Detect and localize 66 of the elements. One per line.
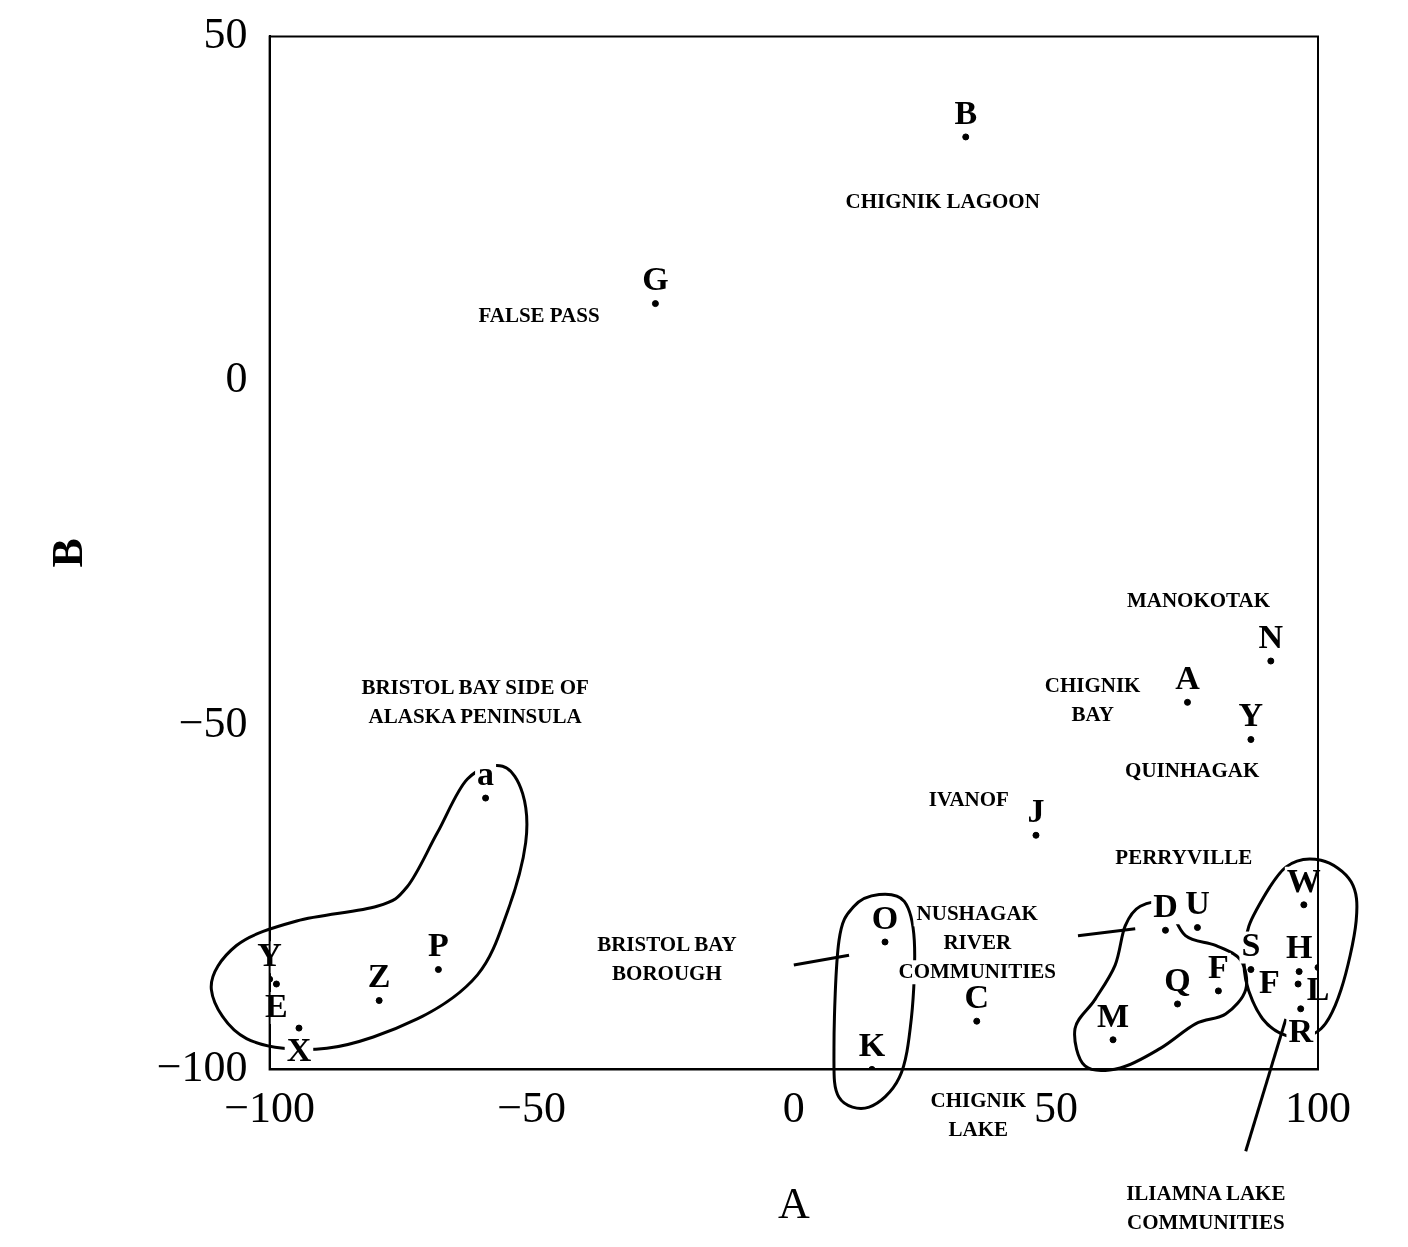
annotation: CHIGNIK BAY <box>1044 672 1142 726</box>
point <box>482 794 490 802</box>
data-label: G <box>642 260 669 298</box>
point <box>272 980 280 988</box>
point <box>1297 1005 1305 1013</box>
annotation: BRISTOL BAY SIDE OF ALASKA PENINSULA <box>361 674 589 728</box>
point <box>1247 736 1255 744</box>
point <box>434 966 442 974</box>
data-label: Z <box>367 957 391 995</box>
annotation: QUINHAGAK <box>1125 758 1260 783</box>
data-label: A <box>1175 659 1201 697</box>
text: CHIGNIK LAKE <box>930 1087 1027 1141</box>
point <box>973 1017 981 1025</box>
data-label: a <box>477 754 495 792</box>
x-tick-label: 50 <box>1033 1083 1078 1133</box>
annotation: BRISTOL BAY BOROUGH <box>597 931 737 985</box>
data-label: Q <box>1164 960 1191 998</box>
annotation: PERRYVILLE <box>1115 845 1253 870</box>
y-tick-label: 50 <box>203 8 248 58</box>
data-label: D <box>1153 887 1178 925</box>
data-label: F <box>1208 947 1229 985</box>
data-label: X <box>286 1030 312 1068</box>
data-label: N <box>1258 617 1284 655</box>
data-label: B <box>954 93 978 131</box>
text: ILIAMNA LAKE COMMUNITIES <box>1126 1180 1286 1234</box>
annotation: IVANOF <box>928 787 1009 812</box>
data-label: F <box>1258 962 1280 1000</box>
annotation: CHIGNIK LAGOON <box>845 189 1040 214</box>
point <box>1109 1036 1117 1044</box>
point <box>1247 966 1255 974</box>
y-axis-title: B <box>42 538 92 568</box>
x-tick-label: 100 <box>1285 1083 1351 1133</box>
point <box>1295 968 1303 976</box>
x-tick-label: 0 <box>782 1083 805 1133</box>
data-label: K <box>858 1026 886 1064</box>
point <box>651 300 659 308</box>
point <box>1183 698 1191 706</box>
y-tick-label: 0 <box>225 353 248 403</box>
point <box>375 997 383 1005</box>
data-label: R <box>1288 1011 1314 1049</box>
point <box>295 1024 303 1032</box>
point <box>1294 980 1302 988</box>
point <box>962 133 970 141</box>
x-axis-title: A <box>777 1179 810 1229</box>
point <box>1300 901 1308 909</box>
data-label: Y <box>1238 696 1264 734</box>
data-label: H <box>1285 928 1313 966</box>
annotation: NUSHAGAK RIVER COMMUNITIES <box>898 900 1057 983</box>
data-label: O <box>871 898 899 936</box>
data-label: P <box>428 926 449 964</box>
data-label: J <box>1027 792 1045 830</box>
point <box>1214 987 1222 995</box>
point <box>1174 1000 1182 1008</box>
data-label: U <box>1185 884 1210 922</box>
data-label: S <box>1241 926 1261 964</box>
point <box>1267 657 1275 665</box>
point <box>1032 831 1040 839</box>
y-tick-label: −100 <box>156 1041 248 1091</box>
point <box>1193 924 1201 932</box>
x-tick-label: −50 <box>497 1083 567 1133</box>
annotation: FALSE PASS <box>478 302 600 327</box>
annotation: MANOKOTAK <box>1126 587 1271 612</box>
point <box>1161 926 1169 934</box>
data-label: M <box>1096 996 1130 1034</box>
y-tick-label: −50 <box>178 697 248 747</box>
point <box>881 938 889 946</box>
